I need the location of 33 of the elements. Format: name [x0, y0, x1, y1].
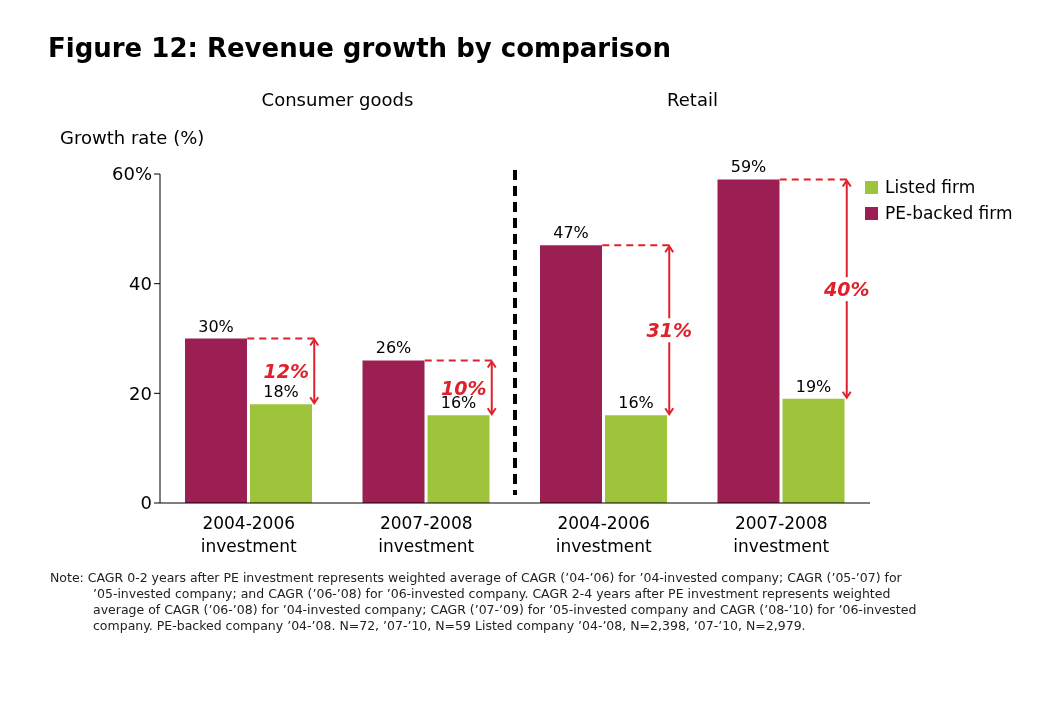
annotation: 40% — [823, 278, 870, 301]
x-tick-label: 2004-2006 investment — [200, 513, 298, 556]
bar — [427, 415, 490, 503]
y-tick-label: 60% — [111, 163, 152, 185]
chart-title: Figure 12: Revenue growth by comparison — [48, 33, 671, 63]
x-tick-label: 2007-2008 investment — [733, 513, 830, 556]
y-tick-label: 0 — [140, 492, 152, 514]
data-label: 59% — [730, 157, 767, 177]
legend-label: Listed firm — [884, 176, 977, 199]
bar — [540, 245, 602, 503]
text: Consumer goods — [260, 89, 415, 110]
data-label: 26% — [375, 338, 412, 358]
text: Retail — [666, 89, 719, 110]
text: Note: CAGR 0-2 years after PE investment represents weighted average of CAGR (’04-’06) for ’04-invested company; CAGR (’05-’07) for ’05-invested company; and CAGR (’06-’08) for ’06-invested company. CAGR 2-4 years after PE investment represents weighted average of CAGR (’06-’08) for ’04-invested company; CAGR (’07-’09) for ’05-invested company and CAGR (’08-’10) for ’06-invested company. PE-backed company ’04-’08. N=72, ’07-’10, N=59 Listed company ’04-’08, N=2,398, ’07-’10, N=2,979. — [50, 570, 918, 634]
y-tick-label: 20 — [129, 382, 152, 404]
bar — [605, 415, 667, 503]
bar — [185, 338, 247, 503]
bar — [362, 360, 425, 503]
annotation: 31% — [646, 319, 692, 342]
data-label: 19% — [795, 376, 832, 396]
data-label: 47% — [553, 223, 589, 243]
y-tick-label: 40 — [129, 273, 152, 295]
bar — [250, 404, 312, 503]
data-label: 30% — [198, 316, 234, 336]
x-tick-label: 2007-2008 investment — [378, 513, 475, 556]
annotation: 12% — [263, 360, 309, 383]
y-axis-title: Growth rate (%) — [60, 127, 205, 148]
data-label: 16% — [618, 393, 654, 413]
x-tick-label: 2004-2006 investment — [555, 513, 653, 556]
bar — [717, 179, 780, 503]
bar — [782, 398, 845, 503]
data-label: 18% — [263, 382, 299, 402]
legend-label: PE-backed firm — [884, 202, 1013, 225]
